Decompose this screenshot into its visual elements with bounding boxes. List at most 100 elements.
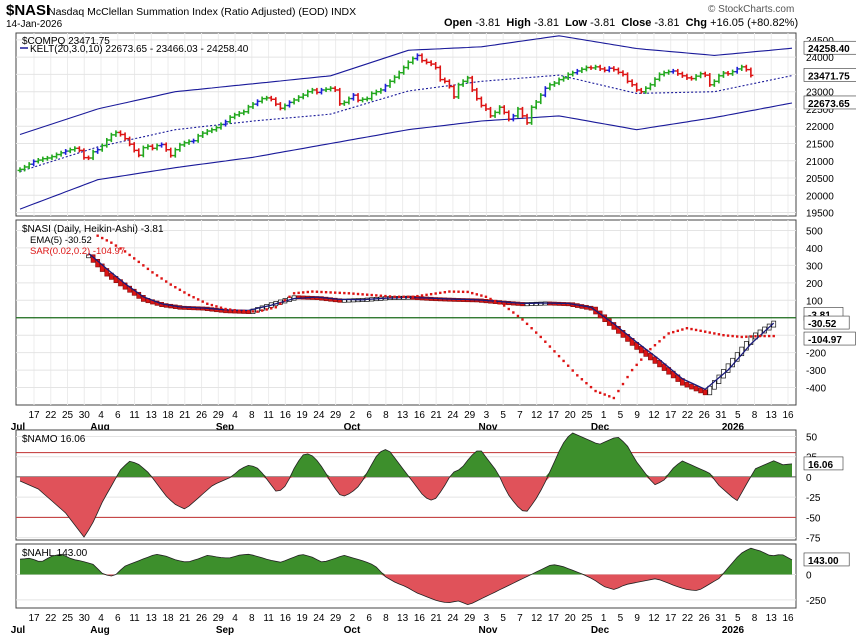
x-date-label: 31 bbox=[715, 613, 727, 624]
x-date-label: 17 bbox=[665, 410, 677, 421]
sar-dot bbox=[128, 253, 131, 257]
namo-area-neg bbox=[20, 476, 792, 538]
sar-dot bbox=[608, 395, 611, 398]
ha-candle bbox=[332, 297, 338, 303]
sar-dot bbox=[114, 244, 118, 247]
x-date-label: 22 bbox=[682, 410, 694, 421]
sar-dot bbox=[452, 290, 456, 293]
x-date-label: 5 bbox=[618, 410, 624, 421]
x-date-label: 22 bbox=[45, 410, 57, 421]
sar-dot bbox=[484, 295, 488, 298]
x-date-label: 24 bbox=[447, 410, 459, 421]
sar-dot bbox=[763, 334, 766, 338]
x-date-label: 22 bbox=[45, 613, 57, 624]
sar-dot bbox=[333, 291, 337, 294]
sar-dot bbox=[425, 293, 428, 297]
sar-dot bbox=[480, 294, 483, 297]
price-tag-last: 23471.75 bbox=[808, 71, 850, 82]
x-date-label: 16 bbox=[280, 613, 292, 624]
ha-candle bbox=[127, 285, 132, 293]
sar-dot bbox=[548, 345, 552, 348]
ema-legend: EMA(5) -30.52 bbox=[30, 235, 92, 246]
nahl-tag: 143.00 bbox=[808, 556, 839, 567]
x-date-label: 6 bbox=[366, 613, 372, 624]
sar-dot bbox=[726, 334, 730, 337]
x-date-label: 8 bbox=[249, 410, 255, 421]
sar-dot bbox=[274, 306, 278, 309]
x-date-label: 19 bbox=[297, 410, 309, 421]
nasi-y-tick: 400 bbox=[806, 244, 823, 255]
ha-candle bbox=[524, 302, 530, 307]
x-date-label: 4 bbox=[232, 410, 238, 421]
x-date-label: 25 bbox=[581, 613, 593, 624]
x-date-label: 9 bbox=[634, 613, 640, 624]
x-date-label: 29 bbox=[330, 410, 342, 421]
sar-dot bbox=[448, 290, 451, 293]
x-month-label: 2026 bbox=[722, 422, 745, 433]
x-date-label: 24 bbox=[313, 410, 325, 421]
sar-dot bbox=[493, 299, 497, 303]
x-date-label: 5 bbox=[500, 613, 506, 624]
sar-dot bbox=[133, 257, 136, 260]
price-y-tick: 19500 bbox=[806, 209, 834, 220]
x-month-label: Dec bbox=[591, 625, 610, 636]
x-date-label: 25 bbox=[581, 410, 593, 421]
sar-dot bbox=[471, 291, 474, 295]
sar-dot bbox=[649, 347, 652, 351]
x-date-label: 13 bbox=[397, 613, 409, 624]
x-date-label: 22 bbox=[682, 613, 694, 624]
x-date-label: 6 bbox=[115, 410, 121, 421]
nahl-y-tick: 0 bbox=[806, 570, 812, 581]
sar-dot bbox=[507, 307, 510, 311]
sar-dot bbox=[123, 250, 127, 253]
nasi-y-tick: 100 bbox=[806, 296, 823, 307]
sar-dot bbox=[516, 314, 520, 318]
sar-dot bbox=[713, 332, 716, 335]
sar-dot bbox=[498, 302, 501, 305]
x-date-label: 7 bbox=[517, 613, 523, 624]
nahl-area-line bbox=[19, 547, 793, 606]
x-date-label: 29 bbox=[330, 613, 342, 624]
ha-candle bbox=[319, 296, 324, 301]
x-date-label: 29 bbox=[464, 410, 476, 421]
price-y-tick: 20000 bbox=[806, 191, 834, 202]
x-date-label: 5 bbox=[735, 613, 741, 624]
price-tag-last-bg bbox=[803, 68, 856, 82]
sar-dot bbox=[685, 327, 689, 330]
sar-dot bbox=[754, 335, 757, 338]
stockcharts-brand: © StockCharts.com bbox=[708, 4, 795, 15]
ema-tag-bg bbox=[803, 315, 850, 330]
sar-legend: SAR(0.02,0.2) -104.97 bbox=[30, 246, 125, 257]
sar-dot bbox=[443, 291, 447, 294]
x-date-label: 3 bbox=[484, 613, 490, 624]
sar-dot bbox=[228, 308, 232, 311]
sar-tag: -104.97 bbox=[808, 335, 842, 346]
sar-dot bbox=[767, 334, 771, 338]
sar-dot bbox=[192, 296, 195, 299]
sar-dot bbox=[388, 295, 392, 298]
sar-dot bbox=[749, 335, 753, 338]
x-date-label: 17 bbox=[28, 613, 40, 624]
x-date-label: 30 bbox=[79, 410, 91, 421]
x-date-label: 20 bbox=[565, 613, 577, 624]
x-date-label: 1 bbox=[601, 613, 607, 624]
sar-dot bbox=[283, 299, 287, 302]
sar-dot bbox=[110, 241, 113, 244]
sar-dot bbox=[658, 340, 661, 343]
sar-dot bbox=[260, 309, 264, 312]
x-date-label: 13 bbox=[146, 410, 158, 421]
sar-dot bbox=[434, 292, 437, 295]
x-date-label: 16 bbox=[414, 410, 426, 421]
sar-dot bbox=[265, 308, 268, 311]
sar-dot bbox=[735, 335, 739, 338]
x-date-label: 11 bbox=[129, 410, 140, 421]
ha-candle bbox=[529, 302, 534, 306]
sar-dot bbox=[174, 285, 177, 289]
sar-dot bbox=[690, 327, 693, 331]
sar-dot bbox=[306, 290, 309, 294]
sar-dot bbox=[352, 292, 355, 295]
sar-dot bbox=[178, 288, 182, 292]
nasi-y-tick: -400 bbox=[806, 384, 826, 395]
sar-dot bbox=[644, 353, 648, 356]
